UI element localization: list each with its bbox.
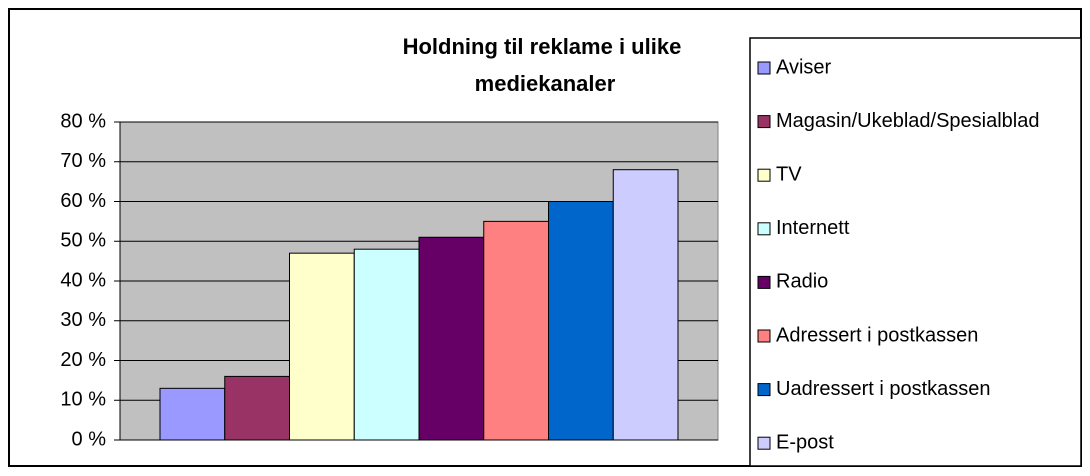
bar xyxy=(418,236,485,441)
bar xyxy=(289,252,355,441)
legend-swatch xyxy=(757,436,771,450)
legend-swatch xyxy=(757,222,771,236)
legend-swatch xyxy=(757,168,771,182)
y-tick-label: 50 % xyxy=(60,230,106,252)
legend-label: TV xyxy=(776,163,802,185)
legend-label: E-post xyxy=(776,431,834,453)
legend-swatch xyxy=(757,329,771,343)
bar xyxy=(224,375,290,441)
y-tick-label: 70 % xyxy=(60,150,106,172)
legend-label: Uadressert i postkassen xyxy=(776,378,991,400)
legend-swatch xyxy=(757,275,771,289)
legend-swatch xyxy=(757,115,771,129)
y-tick-label: 40 % xyxy=(60,269,106,291)
legend-label: Adressert i postkassen xyxy=(776,324,978,346)
y-tick-label: 80 % xyxy=(60,110,106,132)
legend-box xyxy=(749,37,1082,467)
legend-swatch xyxy=(757,383,771,397)
bar xyxy=(353,248,420,441)
y-tick-label: 20 % xyxy=(60,349,106,371)
legend-label: Aviser xyxy=(776,56,832,78)
bar xyxy=(159,387,226,441)
legend-label: Radio xyxy=(776,271,828,293)
bar xyxy=(612,169,679,441)
legend-label: Internett xyxy=(776,217,850,239)
chart-title: Holdning til reklame i ulike mediekanale… xyxy=(403,34,688,96)
y-tick-label: 10 % xyxy=(60,389,106,411)
bar xyxy=(483,220,549,441)
y-tick-label: 30 % xyxy=(60,309,106,331)
legend-swatch xyxy=(757,61,771,75)
y-tick-label: 0 % xyxy=(72,428,107,450)
legend-label: Magasin/Ukeblad/Spesialblad xyxy=(776,110,1040,132)
y-tick-label: 60 % xyxy=(60,190,106,212)
bar xyxy=(548,201,614,441)
